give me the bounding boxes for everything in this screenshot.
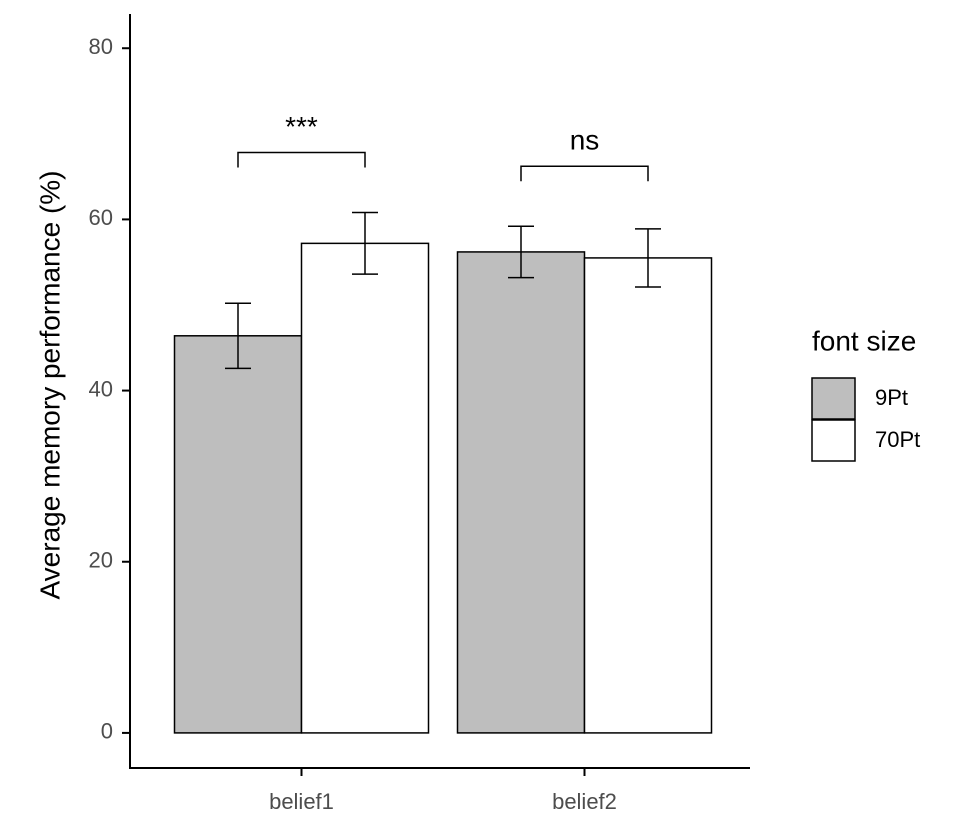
legend-label: 9Pt (875, 385, 908, 410)
x-tick-label: belief1 (269, 789, 334, 814)
bar (173, 335, 303, 734)
y-tick-label: 40 (89, 376, 113, 401)
x-tick-label: belief2 (552, 789, 617, 814)
y-tick-label: 80 (89, 34, 113, 59)
bar (583, 257, 713, 734)
legend-key (811, 419, 856, 462)
y-tick-label: 60 (89, 205, 113, 230)
y-tick-label: 20 (89, 548, 113, 573)
significance-label: *** (285, 111, 318, 142)
significance-bracket (237, 151, 366, 168)
bar (456, 251, 586, 734)
y-tick-label: 0 (101, 719, 113, 744)
bar (300, 242, 430, 734)
significance-bracket (520, 165, 649, 182)
significance-label: ns (570, 125, 600, 156)
legend-key (811, 377, 856, 420)
legend-title: font size (812, 325, 916, 356)
y-axis-label: Average memory performance (%) (34, 171, 65, 600)
legend-label: 70Pt (875, 427, 920, 452)
